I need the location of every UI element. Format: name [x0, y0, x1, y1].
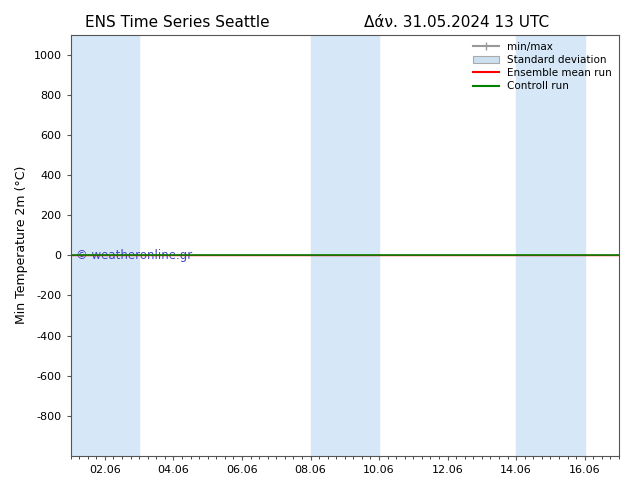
Bar: [311, 35, 379, 456]
Text: ENS Time Series Seattle: ENS Time Series Seattle: [85, 15, 270, 30]
Bar: [70, 35, 139, 456]
Bar: [516, 35, 585, 456]
Text: © weatheronline.gr: © weatheronline.gr: [76, 249, 192, 262]
Y-axis label: Min Temperature 2m (°C): Min Temperature 2m (°C): [15, 166, 28, 324]
Text: Δάν. 31.05.2024 13 UTC: Δάν. 31.05.2024 13 UTC: [364, 15, 549, 30]
Legend: min/max, Standard deviation, Ensemble mean run, Controll run: min/max, Standard deviation, Ensemble me…: [469, 38, 616, 96]
